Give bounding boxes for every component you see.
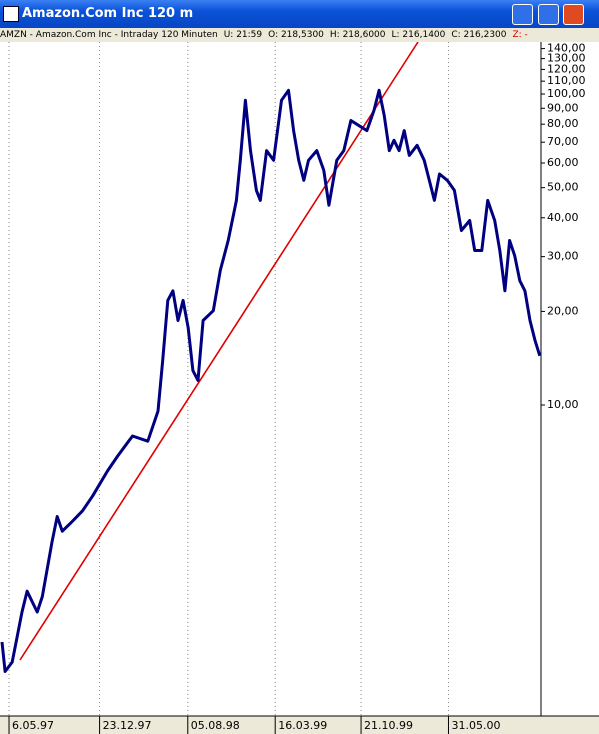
window-title: Amazon.Com Inc 120 m xyxy=(22,6,194,21)
title-bar: Amazon.Com Inc 120 m xyxy=(0,0,599,28)
y-tick-label: 120,00 xyxy=(547,62,586,75)
x-tick-label: 23.12.97 xyxy=(103,719,152,732)
y-tick-label: 30,00 xyxy=(547,250,579,263)
x-tick-label: 05.08.98 xyxy=(191,719,240,732)
x-tick-label: 21.10.99 xyxy=(364,719,413,732)
y-tick-label: 90,00 xyxy=(547,101,579,114)
y-tick-label: 40,00 xyxy=(547,211,579,224)
minimize-button[interactable] xyxy=(512,4,533,25)
info-item: U: 21:59 xyxy=(223,30,263,40)
x-tick-label: 31.05.00 xyxy=(451,719,500,732)
y-tick-label: 50,00 xyxy=(547,181,579,194)
x-tick-label: 16.03.99 xyxy=(278,719,327,732)
trend-line xyxy=(19,42,419,661)
x-tick-label: 6.05.97 xyxy=(12,719,54,732)
y-tick-label: 100,00 xyxy=(547,87,586,100)
chart: 10,00 20,00 30,00 40,00 50,00 60,00 70,00 80,00… xyxy=(0,42,599,734)
info-item: Z: - xyxy=(512,30,528,40)
info-bar: AMZN - Amazon.Com Inc - Intraday 120 Min… xyxy=(0,28,599,42)
price-line xyxy=(0,88,542,673)
y-tick-label: 70,00 xyxy=(547,135,579,148)
y-tick-label: 10,00 xyxy=(547,398,579,411)
close-button[interactable] xyxy=(563,4,584,25)
window-icon xyxy=(3,6,19,22)
info-item: C: 216,2300 xyxy=(451,30,507,40)
y-tick-label: 20,00 xyxy=(547,304,579,317)
y-tick-label: 140,00 xyxy=(547,42,586,55)
info-item: H: 218,6000 xyxy=(329,30,386,40)
y-tick-label: 60,00 xyxy=(547,156,579,169)
y-tick-label: 80,00 xyxy=(547,117,579,130)
y-tick-label: 130,00 xyxy=(547,52,586,65)
y-tick-label: 110,00 xyxy=(547,74,586,87)
info-item: O: 218,5300 xyxy=(268,30,324,40)
info-item: L: 216,1400 xyxy=(391,30,446,40)
info-item: AMZN - Amazon.Com Inc - Intraday 120 Min… xyxy=(0,30,218,40)
x-axis-band xyxy=(0,716,599,734)
maximize-button[interactable] xyxy=(538,4,559,25)
